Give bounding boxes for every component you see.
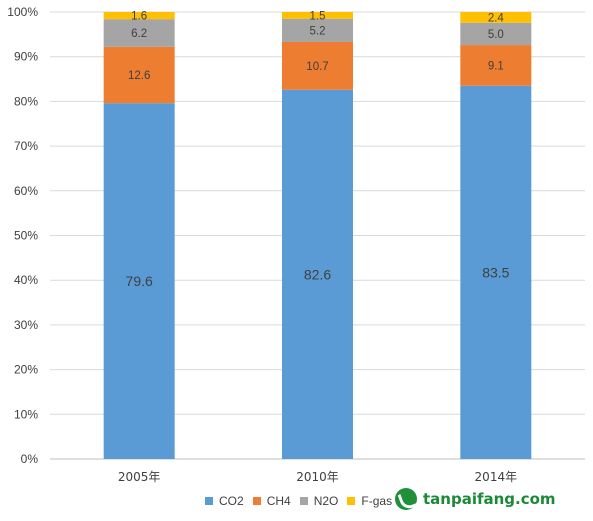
- legend-item: N2O: [299, 494, 339, 508]
- bar-segment: [282, 18, 353, 42]
- data-label: 82.6: [304, 266, 331, 282]
- data-label: 5.2: [310, 25, 326, 37]
- y-tick-label: 30%: [14, 318, 38, 332]
- legend-item: F-gas: [347, 494, 392, 508]
- legend-swatch: [347, 497, 356, 505]
- y-tick-label: 60%: [14, 184, 38, 198]
- watermark: tanpaifang.com: [395, 488, 556, 510]
- bar-segment: [103, 46, 175, 104]
- legend: CO2 CH4 N2O F-gas: [205, 494, 401, 508]
- bar-segment: [103, 19, 175, 47]
- data-label: 6.2: [131, 28, 147, 40]
- x-category-label: 2010年: [296, 470, 339, 484]
- bar-segment: [103, 103, 175, 460]
- bar-segment: [282, 89, 353, 459]
- bar-segment: [460, 45, 532, 86]
- y-tick-label: 10%: [14, 407, 38, 421]
- bar-segment: [460, 22, 532, 46]
- legend-label: CO2: [219, 494, 244, 508]
- y-tick-label: 100%: [7, 5, 38, 19]
- data-label: 12.6: [128, 70, 150, 82]
- legend-item: CO2: [205, 494, 244, 508]
- x-category-label: 2014年: [475, 470, 518, 484]
- x-category-label: 2005年: [118, 470, 161, 484]
- legend-item: CH4: [252, 494, 291, 508]
- data-label: 5.0: [488, 29, 504, 41]
- bar-segment: [460, 12, 532, 23]
- data-label: 9.1: [488, 60, 504, 72]
- legend-label: CH4: [266, 494, 291, 508]
- watermark-text: tanpaifang.com: [423, 490, 556, 508]
- data-label: 1.6: [131, 11, 147, 23]
- y-tick-label: 40%: [14, 273, 38, 287]
- bar-segment: [282, 41, 353, 90]
- legend-swatch: [252, 497, 261, 505]
- bar-segment: [103, 12, 175, 20]
- data-label: 10.7: [306, 61, 328, 73]
- y-tick-label: 20%: [14, 363, 38, 377]
- y-tick-label: 0%: [21, 452, 39, 466]
- data-label: 79.6: [126, 273, 153, 289]
- legend-label: F-gas: [361, 494, 393, 508]
- y-tick-label: 90%: [14, 50, 38, 64]
- data-label: 83.5: [482, 264, 509, 280]
- tanpaifang-logo-icon: [395, 488, 417, 510]
- bar-segment: [282, 12, 353, 19]
- legend-swatch: [205, 497, 213, 505]
- y-tick-label: 80%: [14, 94, 38, 108]
- data-label: 2.4: [488, 12, 505, 24]
- legend-swatch: [299, 497, 308, 505]
- y-tick-label: 70%: [14, 139, 38, 153]
- legend-label: N2O: [313, 494, 339, 508]
- bar-segment: [460, 85, 532, 459]
- y-tick-label: 50%: [14, 229, 38, 243]
- data-label: 1.5: [310, 10, 326, 22]
